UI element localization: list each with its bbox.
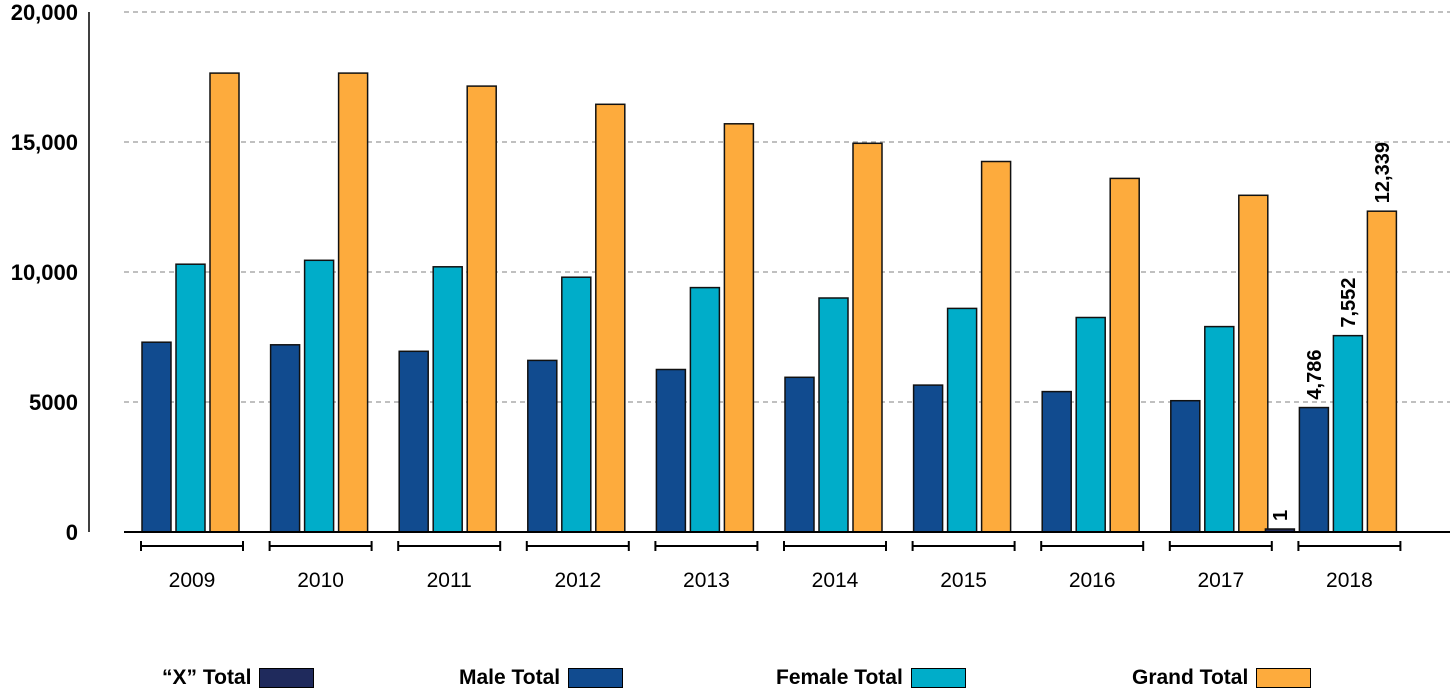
data-label: 12,339 [1372, 142, 1394, 203]
y-tick-label: 15,000 [11, 130, 78, 155]
x-tick-label: 2009 [169, 569, 216, 592]
data-label: 4,786 [1304, 350, 1326, 400]
bar [784, 376, 815, 533]
x-tick-label: 2013 [683, 569, 730, 592]
bar [1204, 325, 1235, 533]
x-tick-label: 2018 [1326, 569, 1373, 592]
x-tick-label: 2010 [297, 569, 344, 592]
legend-swatch [259, 668, 315, 688]
y-tick-label: 20,000 [11, 0, 78, 25]
bar [818, 297, 849, 533]
bar [269, 344, 301, 533]
bar [432, 266, 463, 533]
bar [1298, 406, 1330, 533]
data-label: 7,552 [1338, 278, 1360, 328]
legend-item-male-total: Male Total [459, 666, 624, 690]
data-labels: 1 4,786 7,552 12,339 [1270, 142, 1394, 521]
x-axis-ticks: 2009 2010 2011 2012 2013 2014 2015 2016 2017 2018 [140, 541, 1402, 592]
bar [1075, 316, 1106, 533]
legend-swatch [568, 668, 624, 688]
legend-item-x-total: “X” Total [162, 666, 315, 690]
y-tick-label: 10,000 [11, 260, 78, 285]
legend-swatch [910, 668, 966, 688]
legend-item-female-total: Female Total [776, 666, 966, 690]
bar [561, 276, 592, 533]
bar [303, 259, 335, 533]
bar [175, 263, 206, 533]
bar [466, 85, 497, 533]
y-axis-ticks: 0 5000 10,000 15,000 20,000 [11, 0, 78, 545]
bar [912, 384, 944, 533]
legend-label: “X” Total [162, 666, 252, 689]
bar [141, 341, 172, 533]
x-tick-label: 2014 [812, 569, 859, 592]
bar [1109, 177, 1140, 533]
legend-label: Female Total [776, 666, 903, 689]
x-tick-label: 2015 [940, 569, 987, 592]
bar [595, 103, 626, 533]
x-tick-label: 2011 [427, 569, 472, 592]
bar [1238, 194, 1269, 533]
bar [689, 286, 721, 533]
legend-label: Grand Total [1132, 666, 1249, 689]
bar [527, 359, 558, 533]
legend-item-grand-total: Grand Total [1132, 666, 1312, 690]
data-label: 1 [1270, 510, 1292, 521]
bar [946, 307, 978, 533]
bar [398, 350, 429, 533]
bar [1170, 399, 1201, 533]
bars [141, 72, 1398, 533]
y-tick-label: 0 [66, 520, 78, 545]
bar [852, 142, 883, 533]
bar [723, 123, 755, 533]
y-tick-label: 5000 [29, 390, 78, 415]
bar [1041, 390, 1072, 533]
bar [209, 72, 240, 533]
legend-swatch [1256, 668, 1312, 688]
bar [1366, 210, 1398, 533]
bar [337, 72, 369, 533]
bar [655, 368, 687, 533]
bar [980, 160, 1012, 533]
x-tick-label: 2012 [554, 569, 601, 592]
x-tick-label: 2017 [1197, 569, 1244, 592]
legend-label: Male Total [459, 666, 561, 689]
bar [1332, 334, 1364, 533]
x-tick-label: 2016 [1069, 569, 1116, 592]
